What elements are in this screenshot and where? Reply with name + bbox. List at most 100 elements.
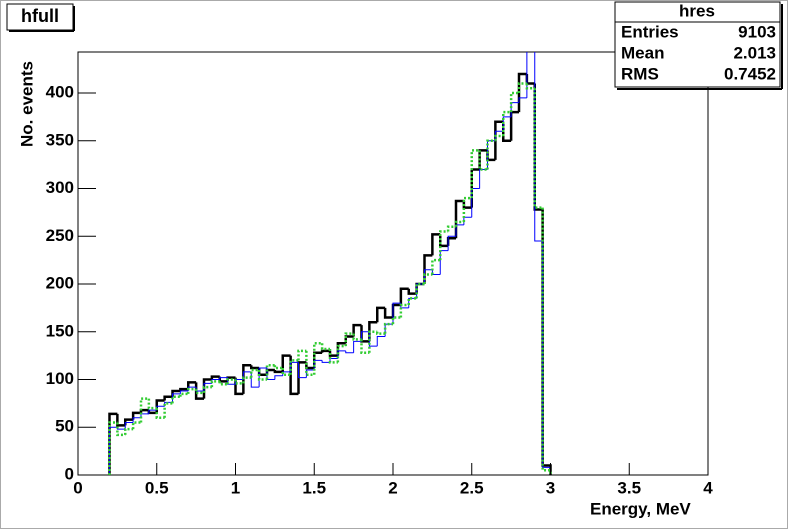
histogram-bin bbox=[328, 350, 338, 357]
stats-label: Mean bbox=[621, 43, 664, 62]
histogram-bin bbox=[313, 359, 323, 370]
histogram-bin bbox=[518, 97, 527, 103]
x-tick-label: 3 bbox=[546, 478, 555, 497]
stats-value: 0.7452 bbox=[724, 64, 776, 83]
x-tick-label: 2 bbox=[388, 478, 397, 497]
histogram-bin bbox=[509, 91, 519, 113]
histogram-bin bbox=[250, 365, 260, 370]
histogram-bin bbox=[353, 340, 362, 353]
histogram-bin bbox=[242, 363, 252, 394]
y-tick-label: 300 bbox=[46, 178, 74, 197]
y-tick-label: 400 bbox=[46, 83, 74, 102]
histogram-bin bbox=[337, 350, 346, 359]
y-tick-label: 0 bbox=[65, 464, 74, 483]
histogram-bin bbox=[328, 348, 338, 364]
histogram-bin bbox=[415, 282, 425, 299]
stats-box bbox=[614, 1, 781, 88]
histogram-bin bbox=[242, 376, 252, 384]
histogram-bin bbox=[376, 336, 386, 347]
histogram-bin bbox=[376, 331, 386, 335]
histogram-bin bbox=[447, 235, 456, 251]
title-box bbox=[6, 3, 74, 31]
histogram-bin bbox=[147, 398, 157, 410]
histogram-bin bbox=[526, 52, 528, 98]
histogram-bin bbox=[431, 233, 441, 256]
histogram-bin bbox=[234, 379, 244, 385]
histogram-bin bbox=[210, 375, 220, 380]
histogram-bin bbox=[132, 417, 141, 423]
histogram-bin bbox=[446, 225, 456, 232]
histogram-bin bbox=[274, 375, 283, 380]
x-tick-label: 1 bbox=[231, 478, 240, 497]
x-tick-label: 0.5 bbox=[145, 478, 169, 497]
histogram-bin bbox=[218, 381, 228, 386]
histogram-bin bbox=[360, 339, 370, 355]
histogram-bin bbox=[407, 288, 417, 295]
histogram-bin bbox=[470, 149, 480, 199]
histogram-bin bbox=[155, 408, 165, 419]
histogram-bin bbox=[273, 365, 283, 370]
histogram-bin bbox=[148, 409, 157, 414]
histogram-bin bbox=[494, 130, 504, 141]
histogram-bin bbox=[392, 302, 401, 325]
histogram-bin bbox=[179, 392, 189, 397]
histogram-bin bbox=[258, 367, 267, 388]
histogram-bin bbox=[187, 387, 197, 394]
histogram-bin bbox=[210, 380, 220, 388]
histogram-bin bbox=[399, 303, 409, 318]
histogram-bin bbox=[108, 421, 118, 475]
histogram-bin bbox=[172, 393, 181, 403]
histogram-bin bbox=[124, 427, 134, 435]
histogram-bin bbox=[320, 343, 330, 351]
histogram-bin bbox=[454, 220, 464, 227]
histogram-bin bbox=[320, 349, 330, 353]
stats-value: 2.013 bbox=[733, 43, 776, 62]
y-tick-label: 350 bbox=[46, 130, 74, 149]
title: hfull bbox=[21, 6, 59, 26]
histogram-bin bbox=[502, 110, 512, 137]
histogram-bin bbox=[494, 134, 504, 141]
histogram-bin bbox=[494, 120, 504, 160]
histogram-bin bbox=[163, 402, 173, 418]
histogram-bin bbox=[194, 389, 204, 395]
histogram-bin bbox=[179, 387, 189, 391]
x-tick-label: 4 bbox=[703, 478, 713, 497]
x-tick-label: 0 bbox=[73, 478, 82, 497]
stats-label: Entries bbox=[621, 22, 679, 41]
histogram-bin bbox=[517, 82, 527, 94]
histogram-bin bbox=[139, 397, 149, 423]
x-tick-label: 1.5 bbox=[302, 478, 326, 497]
histogram-bin bbox=[533, 88, 543, 209]
histogram-bin bbox=[179, 390, 189, 394]
histogram-bin bbox=[273, 369, 283, 374]
histogram-bin bbox=[361, 331, 370, 342]
histogram-bin bbox=[478, 150, 488, 171]
histogram-bin bbox=[399, 287, 409, 306]
histogram-bin bbox=[423, 273, 433, 285]
histogram-bin bbox=[124, 421, 134, 430]
histogram-bin bbox=[282, 371, 291, 376]
histogram-bin bbox=[298, 362, 307, 379]
histogram-bin bbox=[116, 413, 126, 427]
histogram-bin bbox=[431, 258, 441, 275]
histogram-bin bbox=[226, 378, 236, 385]
histogram-bin bbox=[383, 307, 393, 319]
histogram-bin bbox=[313, 341, 323, 375]
stats-value: 9103 bbox=[738, 22, 776, 41]
histogram-bin bbox=[321, 360, 330, 363]
histogram-bin bbox=[525, 83, 535, 90]
stats-title: hres bbox=[679, 1, 715, 20]
histogram-bin bbox=[305, 369, 315, 378]
y-axis-label: No. events bbox=[17, 61, 36, 147]
x-tick-label: 3.5 bbox=[617, 478, 641, 497]
histogram-bin bbox=[344, 332, 354, 347]
y-tick-label: 250 bbox=[46, 226, 74, 245]
histogram-bin bbox=[250, 368, 260, 378]
histogram-bin bbox=[257, 369, 267, 381]
histogram-bin bbox=[336, 344, 346, 363]
histogram-bin bbox=[297, 349, 307, 361]
plot-frame bbox=[77, 51, 709, 476]
histogram-bin bbox=[265, 363, 275, 380]
histogram-bin bbox=[439, 230, 449, 261]
